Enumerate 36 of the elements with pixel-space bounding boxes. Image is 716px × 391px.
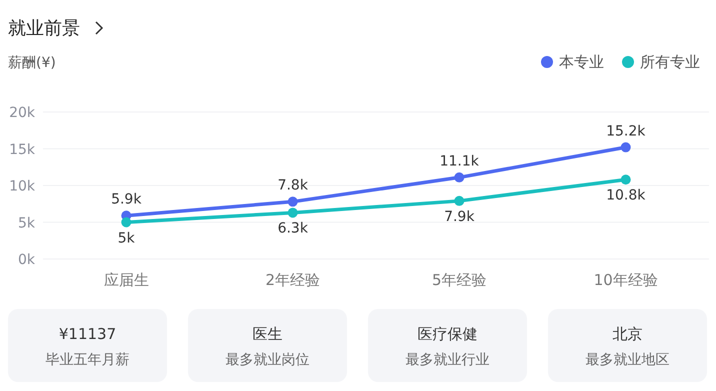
legend-label: 本专业: [559, 53, 604, 71]
text: 最多就业地区: [586, 352, 670, 368]
x-tick-label: 5年经验: [432, 271, 487, 289]
x-tick-label: 应届生: [104, 271, 149, 289]
point: [620, 174, 631, 185]
data-label: 7.8k: [278, 178, 309, 194]
y-axis-title: 薪酬(¥): [8, 55, 56, 71]
data-label: 11.1k: [440, 153, 480, 170]
text: ¥11137: [58, 325, 116, 343]
data-label: 5k: [118, 230, 136, 246]
y-tick-label: 0k: [18, 252, 36, 268]
text: 医生: [252, 325, 282, 343]
data-label: 6.3k: [278, 220, 309, 237]
data-label: 5.9k: [111, 192, 142, 208]
text: 北京: [612, 325, 642, 343]
y-tick-label: 15k: [9, 142, 36, 158]
data-label: 15.2k: [606, 123, 646, 140]
point: [620, 142, 631, 152]
y-tick-label: 20k: [9, 105, 36, 121]
text: 医疗保健: [418, 325, 478, 343]
y-tick-label: 10k: [9, 178, 36, 194]
data-label: 7.9k: [444, 208, 476, 225]
point: [288, 208, 298, 218]
y-tick-label: 5k: [18, 215, 36, 232]
x-tick-label: 2年经验: [265, 271, 320, 289]
point: [454, 172, 464, 182]
text: 最多就业岗位: [226, 352, 310, 368]
chart-title: 就业前景: [8, 18, 80, 39]
text: 最多就业行业: [406, 352, 490, 368]
data-label: 10.8k: [606, 188, 646, 204]
legend-label: 所有专业: [640, 53, 700, 71]
point: [288, 196, 298, 207]
text: 毕业五年月薪: [46, 352, 130, 368]
point: [454, 196, 464, 206]
x-tick-label: 10年经验: [594, 271, 658, 289]
point: [121, 217, 132, 228]
